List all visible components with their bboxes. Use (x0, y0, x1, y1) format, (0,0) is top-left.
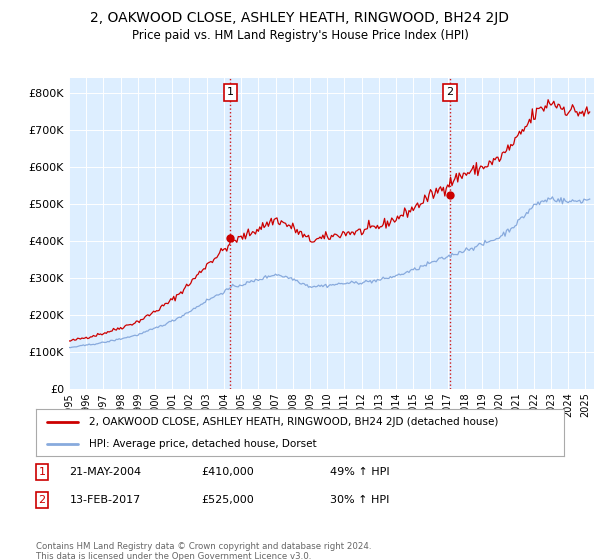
Text: £525,000: £525,000 (202, 495, 254, 505)
Text: 49% ↑ HPI: 49% ↑ HPI (330, 467, 390, 477)
Text: Price paid vs. HM Land Registry's House Price Index (HPI): Price paid vs. HM Land Registry's House … (131, 29, 469, 42)
Text: £410,000: £410,000 (202, 467, 254, 477)
Text: 2, OAKWOOD CLOSE, ASHLEY HEATH, RINGWOOD, BH24 2JD (detached house): 2, OAKWOOD CLOSE, ASHLEY HEATH, RINGWOOD… (89, 417, 498, 427)
Text: 1: 1 (227, 87, 234, 97)
Text: 2: 2 (38, 495, 46, 505)
Text: 2, OAKWOOD CLOSE, ASHLEY HEATH, RINGWOOD, BH24 2JD: 2, OAKWOOD CLOSE, ASHLEY HEATH, RINGWOOD… (91, 11, 509, 25)
Text: 13-FEB-2017: 13-FEB-2017 (70, 495, 140, 505)
Text: HPI: Average price, detached house, Dorset: HPI: Average price, detached house, Dors… (89, 438, 316, 449)
Text: 30% ↑ HPI: 30% ↑ HPI (331, 495, 389, 505)
Text: 1: 1 (38, 467, 46, 477)
Text: Contains HM Land Registry data © Crown copyright and database right 2024.
This d: Contains HM Land Registry data © Crown c… (36, 542, 371, 560)
Text: 2: 2 (446, 87, 454, 97)
Text: 21-MAY-2004: 21-MAY-2004 (69, 467, 141, 477)
